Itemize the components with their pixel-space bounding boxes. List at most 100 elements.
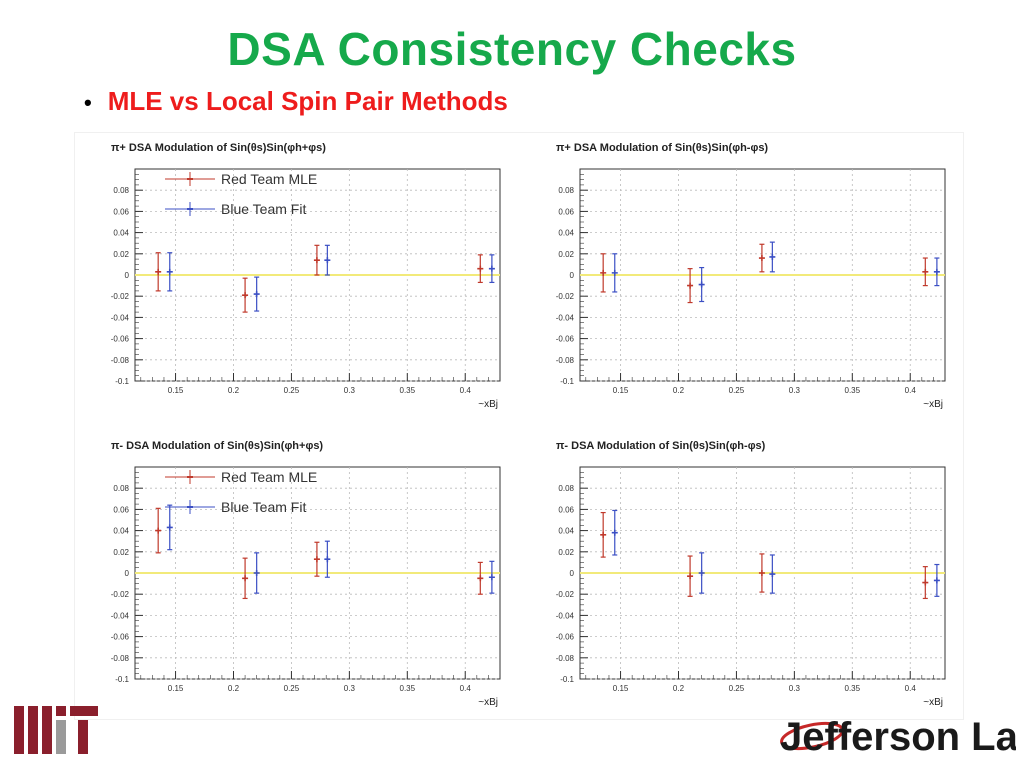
data-point (922, 268, 929, 275)
y-tick-label: 0.02 (113, 548, 129, 557)
y-tick-label: 0 (570, 271, 575, 280)
bullet-text: MLE vs Local Spin Pair Methods (107, 86, 508, 116)
x-tick-label: 0.15 (168, 684, 184, 693)
data-point (933, 577, 940, 584)
y-tick-label: -0.04 (111, 611, 130, 620)
x-tick-label: 0.2 (228, 684, 240, 693)
y-tick-label: -0.1 (115, 675, 129, 684)
y-tick-label: 0.02 (113, 250, 129, 259)
data-point (758, 255, 765, 262)
x-tick-label: 0.25 (729, 386, 745, 395)
data-point (758, 570, 765, 576)
data-point (611, 269, 618, 276)
y-tick-label: 0.02 (558, 548, 574, 557)
y-tick-label: 0.08 (558, 484, 574, 493)
y-tick-label: -0.04 (556, 313, 575, 322)
data-point (611, 529, 618, 536)
chart-title: π+ DSA Modulation of Sin(θs)Sin(φh+φs) (111, 142, 326, 154)
data-point (933, 268, 940, 275)
x-tick-label: 0.3 (789, 684, 801, 693)
data-point (488, 265, 495, 272)
chart-1: π+ DSA Modulation of Sin(θs)Sin(φh+φs) 0.… (111, 142, 501, 410)
data-point (698, 281, 705, 288)
jefferson-lab-logo: Jefferson Lab (776, 706, 1024, 769)
y-tick-label: 0.02 (558, 250, 574, 259)
chart-title: π- DSA Modulation of Sin(θs)Sin(φh-φs) (556, 440, 766, 452)
y-tick-label: 0.04 (558, 527, 574, 536)
data-point (242, 575, 249, 582)
x-tick-label: 0.4 (905, 684, 917, 693)
x-axis-label: ~xBj (923, 399, 943, 410)
y-tick-label: -0.04 (556, 611, 575, 620)
data-point (600, 531, 607, 538)
y-tick-label: 0.04 (558, 229, 574, 238)
data-point (313, 556, 320, 563)
x-axis-label: ~xBj (923, 697, 943, 708)
x-tick-label: 0.15 (613, 684, 629, 693)
y-tick-label: -0.08 (111, 654, 130, 663)
y-tick-label: 0.08 (113, 484, 129, 493)
slide-title: DSA Consistency Checks (227, 23, 797, 75)
charts-svg: π+ DSA Modulation of Sin(θs)Sin(φh+φs) 0.… (111, 142, 946, 708)
data-point (155, 527, 162, 534)
y-tick-label: 0.08 (558, 186, 574, 195)
x-tick-label: 0.25 (284, 684, 300, 693)
y-tick-label: -0.1 (560, 377, 574, 386)
data-point (687, 282, 694, 289)
y-tick-label: -0.02 (111, 292, 130, 301)
legend-label: Blue Team Fit (221, 201, 306, 217)
legend: Red Team MLE Blue Team Fit (165, 469, 317, 515)
y-tick-label: -0.08 (111, 356, 130, 365)
y-tick-label: 0.04 (113, 527, 129, 536)
y-tick-label: -0.02 (556, 292, 575, 301)
y-tick-label: 0.06 (558, 207, 574, 216)
data-point (155, 268, 162, 275)
data-point (769, 253, 776, 260)
y-tick-label: -0.06 (111, 633, 130, 642)
data-point (242, 292, 249, 299)
x-tick-label: 0.25 (284, 386, 300, 395)
data-point (698, 570, 705, 576)
chart-title: π- DSA Modulation of Sin(θs)Sin(φh+φs) (111, 440, 323, 452)
x-tick-label: 0.3 (344, 684, 356, 693)
data-point (166, 524, 173, 531)
data-point (324, 257, 331, 264)
x-tick-label: 0.35 (845, 684, 861, 693)
chart-panel: π+ DSA Modulation of Sin(θs)Sin(φh+φs) 0.… (74, 132, 964, 720)
y-tick-label: 0.04 (113, 229, 129, 238)
y-tick-label: -0.1 (115, 377, 129, 386)
y-tick-label: 0.06 (113, 207, 129, 216)
data-point (922, 579, 929, 586)
x-tick-label: 0.15 (613, 386, 629, 395)
jefferson-lab-logo-graphic: Jefferson Lab (780, 715, 1024, 759)
chart-2: π+ DSA Modulation of Sin(θs)Sin(φh-φs) 0.… (556, 142, 946, 410)
data-point (477, 575, 484, 582)
mit-logo-graphic (14, 706, 98, 754)
x-tick-label: 0.25 (729, 684, 745, 693)
data-point (687, 573, 694, 580)
x-tick-label: 0.4 (460, 386, 472, 395)
chart-title: π+ DSA Modulation of Sin(θs)Sin(φh-φs) (556, 142, 768, 154)
jefferson-lab-text: Jefferson Lab (780, 715, 1016, 759)
legend: Red Team MLE Blue Team Fit (165, 171, 317, 217)
data-point (324, 556, 331, 563)
x-axis-label: ~xBj (478, 697, 498, 708)
x-tick-label: 0.15 (168, 386, 184, 395)
y-tick-label: -0.06 (556, 633, 575, 642)
x-tick-label: 0.3 (344, 386, 356, 395)
y-tick-label: 0.08 (113, 186, 129, 195)
data-point (253, 570, 260, 576)
y-tick-label: -0.08 (556, 356, 575, 365)
x-tick-label: 0.4 (460, 684, 472, 693)
x-tick-label: 0.2 (673, 386, 685, 395)
y-tick-label: 0 (125, 569, 130, 578)
y-tick-label: 0 (125, 271, 130, 280)
y-tick-label: 0.06 (113, 505, 129, 514)
data-point (769, 571, 776, 578)
chart-3: π- DSA Modulation of Sin(θs)Sin(φh+φs) 0.… (111, 440, 501, 708)
y-tick-label: -0.04 (111, 313, 130, 322)
x-tick-label: 0.35 (400, 386, 416, 395)
data-point (313, 257, 320, 264)
y-tick-label: 0.06 (558, 505, 574, 514)
x-tick-label: 0.2 (228, 386, 240, 395)
